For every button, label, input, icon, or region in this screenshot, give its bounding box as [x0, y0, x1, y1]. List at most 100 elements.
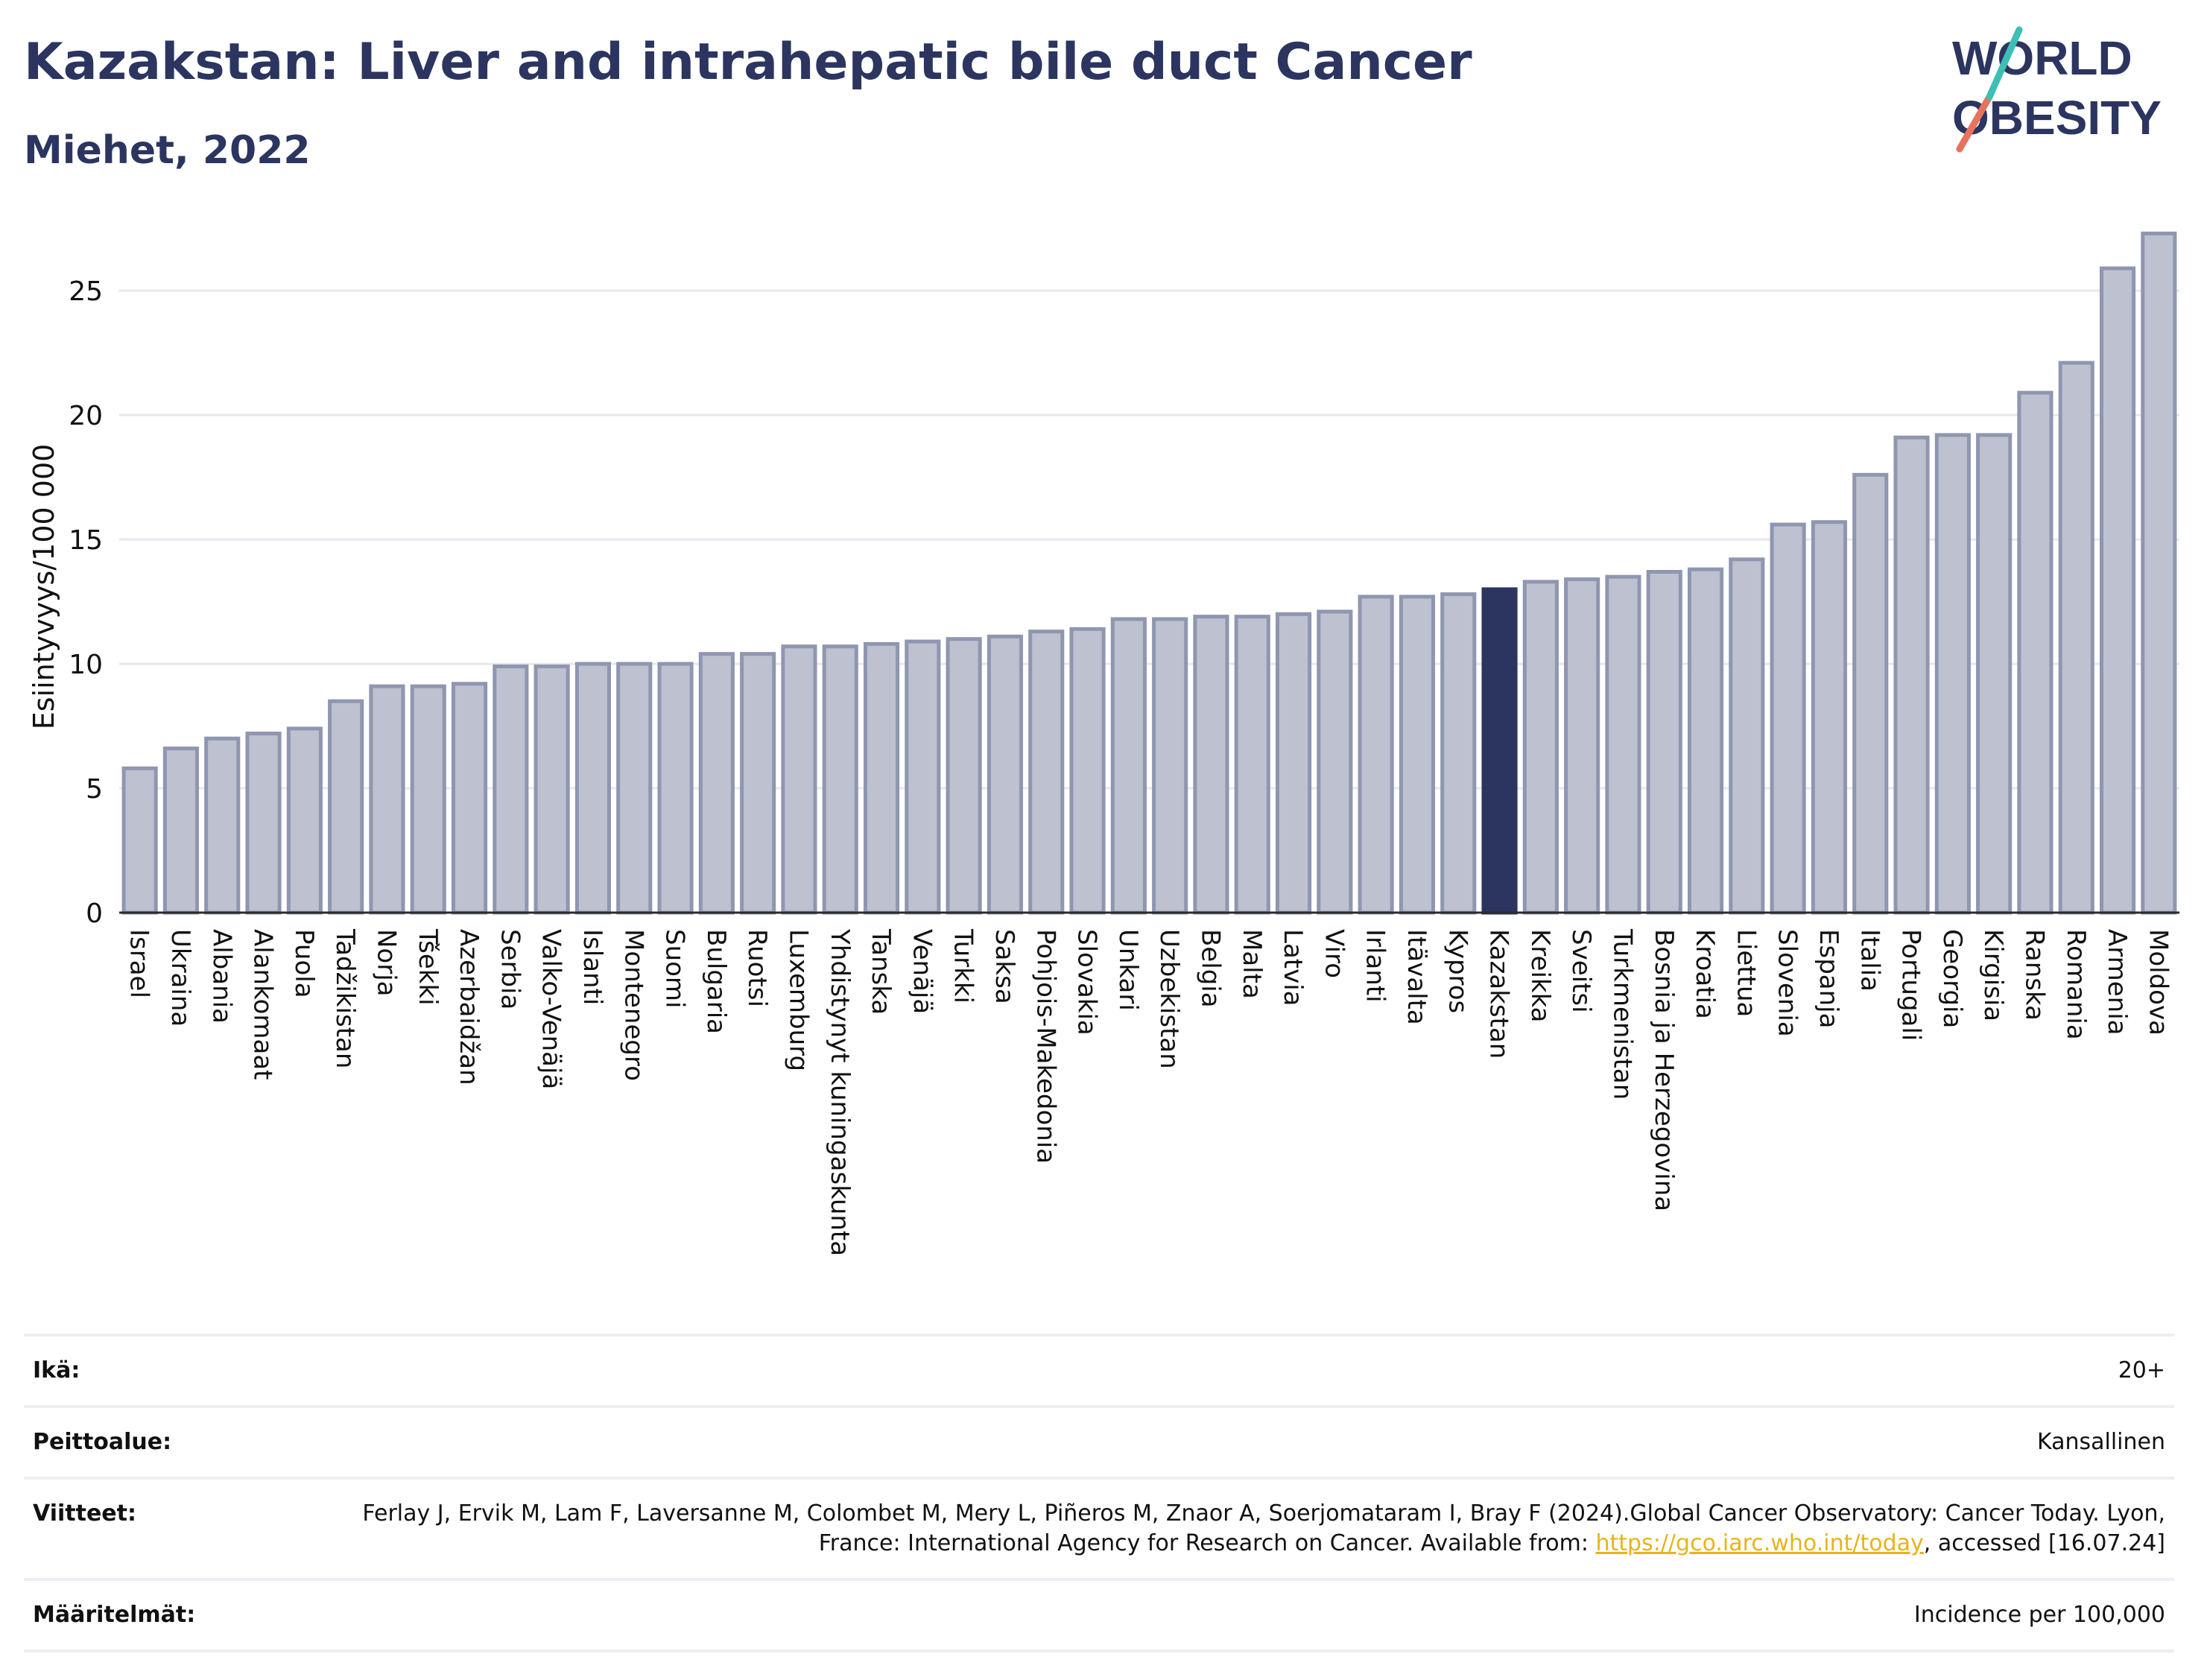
x-tick-label: Venäjä	[907, 929, 937, 1014]
meta-label-coverage: Peittoalue:	[33, 1429, 172, 1455]
bar-norja[interactable]	[369, 684, 405, 915]
x-tick-label: Slovakia	[1072, 929, 1102, 1036]
x-tick-label: Italia	[1855, 929, 1884, 992]
bar-espanja[interactable]	[1811, 520, 1848, 915]
x-tick-label: Unkari	[1113, 929, 1143, 1011]
x-tick-label: Albania	[206, 929, 236, 1024]
bar-turkmenistan[interactable]	[1605, 574, 1641, 915]
bar-ranska[interactable]	[2017, 390, 2053, 915]
bar-bulgaria[interactable]	[698, 652, 735, 915]
bar-valko-ven-j-[interactable]	[533, 664, 570, 915]
meta-row-references: Viitteet: Ferlay J, Ervik M, Lam F, Lave…	[24, 1477, 2174, 1578]
x-tick-label: Puola	[289, 929, 319, 998]
bar-liettua[interactable]	[1729, 557, 1765, 915]
x-tick-label: Turkki	[949, 928, 978, 1004]
bar-belgia[interactable]	[1193, 615, 1229, 915]
bar-montenegro[interactable]	[616, 662, 653, 915]
logo-line-1: WORLD	[1952, 31, 2132, 85]
x-tick-label: Itävalta	[1402, 929, 1431, 1025]
bar-kreikka[interactable]	[1522, 580, 1559, 915]
bar-moldova[interactable]	[2141, 231, 2177, 915]
x-tick-label: Suomi	[660, 929, 690, 1009]
meta-value-age: 20+	[2118, 1357, 2165, 1383]
bar-ruotsi[interactable]	[740, 652, 776, 915]
bar-latvia[interactable]	[1275, 612, 1312, 915]
y-axis-ticks: 0 5 10 15 20 25	[69, 276, 103, 929]
bar-slovakia[interactable]	[1069, 627, 1106, 915]
x-tick-label: Montenegro	[618, 929, 648, 1081]
logo-slash-teal	[1986, 26, 2023, 101]
bar-yhdistynyt-kuningaskunta[interactable]	[822, 644, 858, 915]
bar-kroatia[interactable]	[1687, 567, 1724, 915]
bar-pohjois-makedonia[interactable]	[1028, 630, 1065, 915]
bar-albania[interactable]	[204, 736, 241, 915]
x-axis-labels: Israel Ukraina Albania Alankomaat Puola Tadži…	[124, 928, 2173, 1256]
bar-suomi[interactable]	[657, 662, 694, 915]
bar-romania[interactable]	[2058, 361, 2094, 915]
bar-irlanti[interactable]	[1358, 595, 1394, 915]
bar-tad-ikistan[interactable]	[328, 699, 364, 915]
bar-sveitsi[interactable]	[1564, 577, 1600, 915]
metadata-table: Ikä: 20+ Peittoalue: Kansallinen Viittee…	[24, 1334, 2174, 1652]
x-tick-label: Saksa	[989, 929, 1019, 1004]
bar-ven-j-[interactable]	[905, 639, 941, 915]
y-tick-label: 15	[69, 525, 103, 556]
bar-puola[interactable]	[286, 726, 323, 915]
bar-malta[interactable]	[1234, 615, 1270, 915]
x-tick-label: Irlanti	[1361, 929, 1390, 1003]
x-tick-label: Norja	[371, 929, 401, 997]
bar-chart: 0 5 10 15 20 25 Israel Ukraina Albania Alankomaa…	[28, 231, 2179, 1256]
reference-text: Ferlay J, Ervik M, Lam F, Laversanne M, …	[362, 1500, 2165, 1556]
x-tick-label: Espanja	[1814, 929, 1843, 1028]
x-tick-label: Tadžikistan	[330, 928, 360, 1068]
x-tick-label: Bulgaria	[701, 929, 731, 1034]
bar-turkki[interactable]	[946, 637, 982, 915]
bar-bosnia-ja-herzegovina[interactable]	[1646, 570, 1682, 915]
y-tick-label: 10	[69, 650, 103, 680]
meta-row-age: Ikä: 20+	[24, 1334, 2174, 1405]
bar-ukraina[interactable]	[162, 747, 200, 915]
meta-row-coverage: Peittoalue: Kansallinen	[24, 1405, 2174, 1477]
bar-islanti[interactable]	[574, 662, 612, 915]
bar-armenia[interactable]	[2099, 266, 2136, 915]
x-tick-label: Bosnia ja Herzegovina	[1649, 929, 1679, 1211]
x-tick-label: Belgia	[1195, 929, 1225, 1008]
x-tick-label: Luxemburg	[783, 929, 813, 1071]
x-tick-label: Kirgisia	[1978, 929, 2008, 1021]
meta-value-references: Ferlay J, Ervik M, Lam F, Laversanne M, …	[303, 1499, 2165, 1559]
bar-portugali[interactable]	[1893, 435, 1930, 915]
bar-uzbekistan[interactable]	[1152, 617, 1188, 915]
y-tick-label: 5	[86, 774, 103, 805]
reference-link[interactable]: https://gco.iarc.who.int/today	[1595, 1530, 1924, 1556]
bar-viro[interactable]	[1317, 609, 1353, 915]
bar-serbia[interactable]	[493, 664, 529, 915]
x-tick-label: Pohjois-Makedonia	[1030, 929, 1060, 1164]
bar-saksa[interactable]	[987, 634, 1024, 915]
chart-title: Kazakstan: Liver and intrahepatic bile d…	[24, 33, 1472, 92]
meta-row-definitions: Määritelmät: Incidence per 100,000	[24, 1578, 2174, 1652]
bar-kazakstan[interactable]	[1481, 587, 1518, 915]
bar-azerbaid-an[interactable]	[451, 682, 488, 915]
chart-subtitle: Miehet, 2022	[24, 128, 311, 173]
x-tick-label: Sveitsi	[1566, 929, 1596, 1013]
bar-kypros[interactable]	[1440, 592, 1477, 915]
reference-accessed: , accessed [16.07.24]	[1923, 1530, 2165, 1556]
bar-t-ekki[interactable]	[410, 684, 446, 915]
bar-unkari[interactable]	[1110, 617, 1147, 915]
bar-luxemburg[interactable]	[781, 644, 817, 915]
x-tick-label: Azerbaidžan	[454, 929, 484, 1085]
bar-israel[interactable]	[121, 766, 158, 915]
bar-italia[interactable]	[1852, 472, 1889, 915]
x-tick-label: Viro	[1319, 929, 1349, 978]
x-tick-label: Serbia	[495, 929, 525, 1009]
x-tick-label: Valko-Venäjä	[536, 929, 566, 1089]
x-tick-label: Liettua	[1731, 929, 1761, 1017]
bar-alankomaat[interactable]	[245, 732, 282, 915]
bar-georgia[interactable]	[1934, 433, 1971, 915]
x-tick-label: Romania	[2061, 929, 2091, 1040]
x-tick-label: Ranska	[2019, 929, 2049, 1021]
bar-tanska[interactable]	[863, 641, 900, 915]
bar-kirgisia[interactable]	[1976, 433, 2013, 915]
bar-it-valta[interactable]	[1399, 595, 1436, 915]
bar-slovenia[interactable]	[1770, 522, 1806, 915]
